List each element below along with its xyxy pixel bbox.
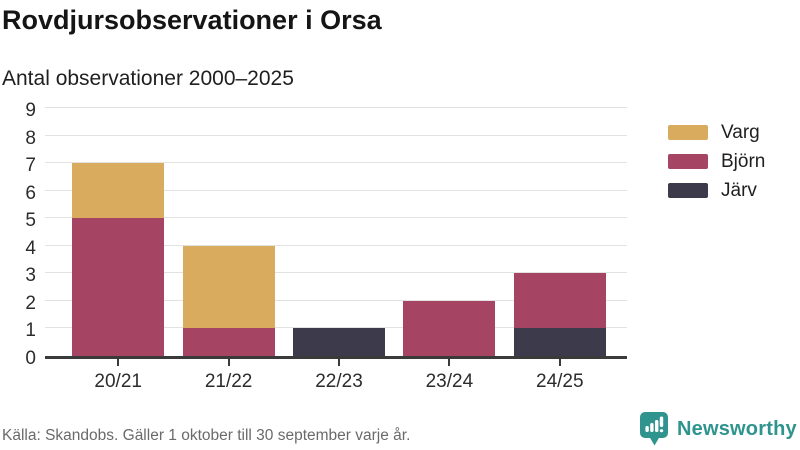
legend-item-varg: Varg <box>668 121 765 143</box>
x-tick-mark-24-25 <box>558 359 561 366</box>
source-note: Källa: Skandobs. Gäller 1 oktober till 3… <box>2 427 411 444</box>
legend: Varg Björn Järv <box>668 121 766 210</box>
y-tick-label-7: 7 <box>25 155 36 177</box>
gridline-y4 <box>45 244 627 246</box>
x-tick-label-24-25: 24/25 <box>536 371 584 392</box>
legend-item-bjorn: Björn <box>668 150 766 172</box>
bar-bjorn-23-24 <box>403 300 496 356</box>
x-tick-label-20-21: 20/21 <box>94 371 142 392</box>
y-tick-label-4: 4 <box>25 237 36 259</box>
legend-label-varg: Varg <box>721 121 760 143</box>
gridline-y8 <box>45 134 627 136</box>
x-tick-mark-23-24 <box>448 359 451 366</box>
bar-bjorn-21-22 <box>182 328 275 356</box>
y-tick-label-2: 2 <box>25 292 36 314</box>
x-tick-label-23-24: 23/24 <box>425 371 474 392</box>
legend-swatch-varg <box>668 125 708 140</box>
y-tick-label-6: 6 <box>25 182 36 204</box>
y-axis: 0 1 2 3 4 5 6 7 8 9 <box>0 100 36 369</box>
chart-title: Rovdjursobservationer i Orsa <box>2 5 382 35</box>
bar-bjorn-24-25 <box>513 273 606 329</box>
gridline-y9 <box>45 107 627 108</box>
y-tick-label-1: 1 <box>25 320 36 342</box>
y-tick-label-3: 3 <box>25 265 36 287</box>
chart-subtitle: Antal observationer 2000–2025 <box>2 67 294 90</box>
y-tick-label-8: 8 <box>25 127 36 149</box>
x-tick-mark-22-23 <box>338 359 340 366</box>
legend-item-jarv: Järv <box>668 179 765 201</box>
gridline-y7 <box>45 162 627 164</box>
legend-swatch-bjorn <box>668 154 708 169</box>
legend-label-bjorn: Björn <box>721 150 766 172</box>
bar-jarv-22-23 <box>293 328 385 356</box>
x-axis: 20/21 21/22 22/23 23/24 24/25 <box>45 371 627 395</box>
x-tick-label-22-23: 22/23 <box>315 371 363 392</box>
gridline-y1 <box>45 327 627 329</box>
x-tick-mark-20-21 <box>117 359 120 366</box>
gridline-y2 <box>45 299 627 301</box>
newsworthy-wordmark: Newsworthy <box>677 417 797 440</box>
bar-bjorn-20-21 <box>72 218 165 356</box>
y-tick-label-0: 0 <box>25 348 36 369</box>
gridline-y5 <box>45 217 627 219</box>
y-tick-label-5: 5 <box>25 210 36 232</box>
legend-swatch-jarv <box>668 183 708 198</box>
y-tick-label-9: 9 <box>25 100 36 121</box>
x-tick-label-21-22: 21/22 <box>204 371 253 392</box>
bar-jarv-24-25 <box>513 328 606 356</box>
newsworthy-logo-icon <box>640 412 668 446</box>
x-tick-mark-21-22 <box>227 359 230 366</box>
plot-area <box>45 107 627 366</box>
legend-label-jarv: Järv <box>721 179 757 201</box>
gridline-y6 <box>45 189 627 191</box>
bar-varg-21-22 <box>182 245 275 329</box>
newsworthy-brand: Newsworthy <box>639 412 797 446</box>
bar-varg-20-21 <box>72 163 165 219</box>
gridline-y3 <box>45 272 627 274</box>
